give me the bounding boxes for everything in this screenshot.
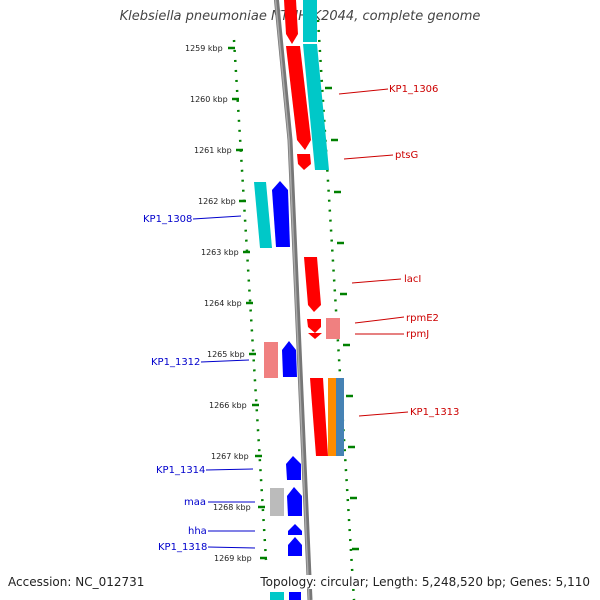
leader-line bbox=[351, 278, 402, 284]
gene-feature-kp1-1306[interactable] bbox=[303, 44, 329, 170]
tick-label: 1259 kbp bbox=[185, 44, 223, 53]
gene-label-rpmj[interactable]: rpmJ bbox=[406, 329, 429, 340]
gene-feature-hha[interactable] bbox=[288, 524, 302, 535]
left-outer-boundary bbox=[232, 39, 268, 561]
gene-feature-kp1-1308-blue[interactable] bbox=[272, 181, 290, 247]
leader-line bbox=[354, 316, 405, 324]
gene-feature-kp1-1318[interactable] bbox=[288, 537, 302, 556]
tick-label: 1266 kbp bbox=[209, 401, 247, 410]
genome-summary: Topology: circular; Length: 5,248,520 bp… bbox=[260, 575, 590, 589]
gene-feature-red-long[interactable] bbox=[286, 46, 311, 150]
leader-line bbox=[205, 468, 254, 471]
gene-feature-kp1-1313-orange[interactable] bbox=[328, 378, 336, 456]
gene-label-kp1-1306[interactable]: KP1_1306 bbox=[389, 84, 438, 95]
tick-label: 1262 kbp bbox=[198, 197, 236, 206]
gene-feature-kp1-1312-light[interactable] bbox=[264, 342, 278, 378]
gene-feature-maa-gray[interactable] bbox=[270, 488, 284, 516]
tick-marks bbox=[228, 46, 359, 560]
leader-line bbox=[338, 88, 389, 95]
gene-feature-kp1-1313-red[interactable] bbox=[310, 378, 328, 456]
right-outer-boundary bbox=[316, 19, 356, 600]
leader-line bbox=[192, 215, 242, 220]
gene-label-kp1-1318[interactable]: KP1_1318 bbox=[158, 542, 207, 553]
tick-label: 1265 kbp bbox=[207, 350, 245, 359]
right-leaders bbox=[338, 88, 409, 417]
gene-feature-kp1-1308-cyan[interactable] bbox=[254, 182, 272, 248]
gene-label-laci[interactable]: lacI bbox=[404, 274, 421, 285]
gene-feature-top-cyan[interactable] bbox=[303, 0, 317, 42]
gene-label-maa[interactable]: maa bbox=[184, 497, 206, 508]
tick-label: 1260 kbp bbox=[190, 95, 228, 104]
leader-line bbox=[207, 546, 256, 549]
gene-feature-bottom-cyan[interactable] bbox=[270, 592, 284, 600]
tick-label: 1267 kbp bbox=[211, 452, 249, 461]
gene-feature-kp1-1314[interactable] bbox=[286, 456, 301, 480]
genome-backbone bbox=[273, 0, 313, 600]
tick-label: 1269 kbp bbox=[214, 554, 252, 563]
leader-line bbox=[358, 411, 409, 417]
gene-feature-ptsg[interactable] bbox=[297, 154, 311, 170]
gene-feature-bottom-blue[interactable] bbox=[289, 592, 301, 600]
gene-feature-laci[interactable] bbox=[304, 257, 321, 312]
left-leaders bbox=[192, 215, 256, 549]
gene-label-kp1-1312[interactable]: KP1_1312 bbox=[151, 357, 200, 368]
accession-text: Accession: NC_012731 bbox=[8, 575, 145, 589]
gene-label-kp1-1308[interactable]: KP1_1308 bbox=[143, 214, 192, 225]
tick-labels: 1259 kbp 1260 kbp 1261 kbp 1262 kbp 1263… bbox=[185, 44, 252, 563]
gene-feature-maa-blue[interactable] bbox=[287, 487, 302, 516]
genome-backbone-highlight bbox=[274, 0, 310, 600]
tick-label: 1268 kbp bbox=[213, 503, 251, 512]
gene-feature-kp1-1312-blue[interactable] bbox=[282, 341, 297, 377]
genome-title: Klebsiella pneumoniae NTUH-K2044, comple… bbox=[119, 9, 481, 24]
tick-label: 1263 kbp bbox=[201, 248, 239, 257]
tick-label: 1264 kbp bbox=[204, 299, 242, 308]
gene-feature-rpme2-light[interactable] bbox=[326, 318, 340, 339]
gene-label-hha[interactable]: hha bbox=[188, 526, 207, 537]
leader-line bbox=[343, 154, 394, 160]
gene-label-rpme2[interactable]: rpmE2 bbox=[406, 313, 439, 324]
gene-label-kp1-1314[interactable]: KP1_1314 bbox=[156, 465, 205, 476]
tick-label: 1261 kbp bbox=[194, 146, 232, 155]
gene-feature-kp1-1313-steelblue[interactable] bbox=[336, 378, 344, 456]
gene-feature-rpme2[interactable] bbox=[307, 319, 321, 333]
gene-label-kp1-1313[interactable]: KP1_1313 bbox=[410, 407, 459, 418]
left-gene-labels: KP1_1308 KP1_1312 KP1_1314 maa hha KP1_1… bbox=[143, 214, 207, 553]
gene-feature-rpmj[interactable] bbox=[308, 333, 322, 339]
gene-feature-top-red[interactable] bbox=[284, 0, 298, 44]
gene-label-ptsg[interactable]: ptsG bbox=[395, 150, 418, 161]
right-gene-labels: KP1_1306 ptsG lacI rpmE2 rpmJ KP1_1313 bbox=[389, 84, 459, 418]
leader-line bbox=[200, 359, 250, 363]
